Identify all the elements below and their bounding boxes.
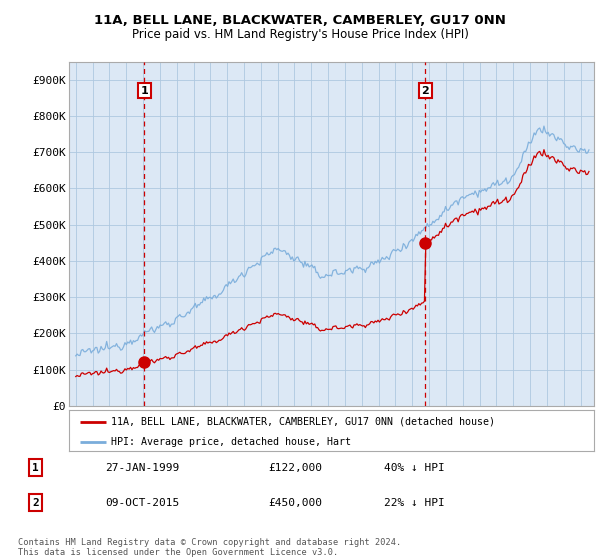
- Text: 2: 2: [421, 86, 429, 96]
- Text: 27-JAN-1999: 27-JAN-1999: [105, 463, 179, 473]
- Text: Contains HM Land Registry data © Crown copyright and database right 2024.
This d: Contains HM Land Registry data © Crown c…: [18, 538, 401, 557]
- Text: 1: 1: [140, 86, 148, 96]
- Text: £450,000: £450,000: [268, 498, 322, 507]
- Text: 2: 2: [32, 498, 38, 507]
- Text: 1: 1: [32, 463, 38, 473]
- Text: HPI: Average price, detached house, Hart: HPI: Average price, detached house, Hart: [111, 437, 351, 447]
- Text: 40% ↓ HPI: 40% ↓ HPI: [385, 463, 445, 473]
- Text: £122,000: £122,000: [268, 463, 322, 473]
- Text: 22% ↓ HPI: 22% ↓ HPI: [385, 498, 445, 507]
- Text: 11A, BELL LANE, BLACKWATER, CAMBERLEY, GU17 0NN (detached house): 11A, BELL LANE, BLACKWATER, CAMBERLEY, G…: [111, 417, 495, 427]
- Text: Price paid vs. HM Land Registry's House Price Index (HPI): Price paid vs. HM Land Registry's House …: [131, 28, 469, 41]
- Text: 09-OCT-2015: 09-OCT-2015: [105, 498, 179, 507]
- Text: 11A, BELL LANE, BLACKWATER, CAMBERLEY, GU17 0NN: 11A, BELL LANE, BLACKWATER, CAMBERLEY, G…: [94, 14, 506, 27]
